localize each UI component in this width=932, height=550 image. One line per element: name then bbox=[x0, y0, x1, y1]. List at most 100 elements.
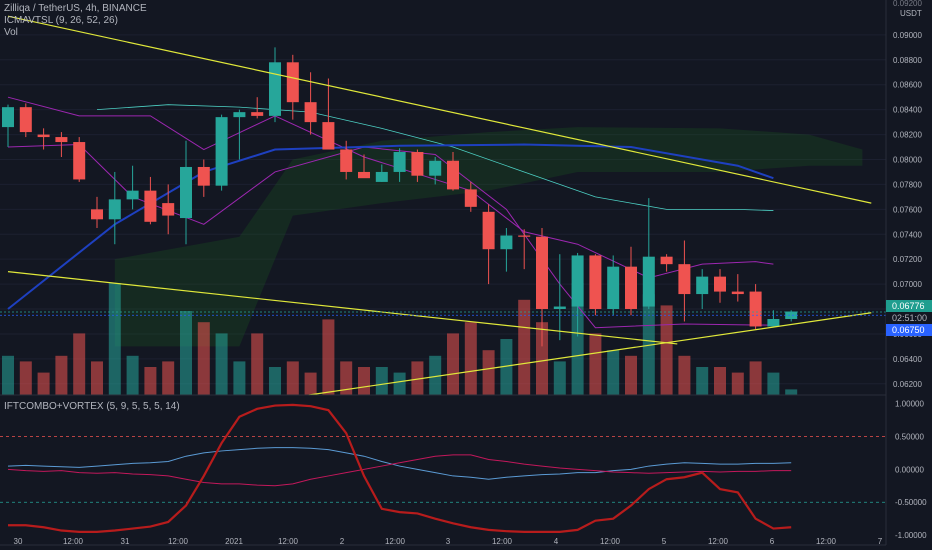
band-line-c bbox=[96, 104, 774, 211]
volume-bar bbox=[447, 333, 459, 395]
trendlines[interactable] bbox=[7, 15, 872, 396]
candle-body bbox=[304, 102, 317, 123]
candle-body bbox=[589, 255, 602, 310]
time-tick-label: 30 bbox=[14, 537, 23, 546]
volume-bar bbox=[411, 361, 424, 395]
osc-tick-label: 0.00000 bbox=[895, 465, 924, 474]
volume-bar bbox=[571, 283, 584, 395]
volume-bar bbox=[233, 361, 246, 395]
volume-bar bbox=[660, 305, 673, 395]
time-tick-label: 4 bbox=[554, 537, 559, 546]
candle-body bbox=[55, 137, 68, 143]
low-price-badge: 0.06750 bbox=[892, 325, 925, 335]
volume-bar bbox=[144, 367, 157, 395]
time-tick-label: 12:00 bbox=[385, 537, 406, 546]
vortex-negative-line bbox=[7, 454, 792, 487]
volume-bar bbox=[393, 372, 406, 395]
osc-tick-label: -1.00000 bbox=[895, 531, 927, 540]
time-tick-label: 12:00 bbox=[600, 537, 621, 546]
volume-bar bbox=[126, 355, 139, 395]
volume-bar bbox=[37, 372, 50, 395]
volume-bar bbox=[589, 333, 602, 395]
candle-body bbox=[251, 112, 264, 116]
candle-body bbox=[162, 203, 175, 216]
volume-bar bbox=[215, 333, 228, 395]
candle-body bbox=[678, 264, 691, 295]
cloud-area bbox=[114, 127, 863, 347]
price-tick-label: 0.08200 bbox=[893, 131, 922, 140]
candle-body bbox=[482, 211, 495, 250]
time-tick-label: 12:00 bbox=[816, 537, 837, 546]
candle-body bbox=[108, 199, 121, 220]
candle-body bbox=[749, 291, 762, 327]
price-tick-label: 0.06400 bbox=[893, 355, 922, 364]
candlesticks[interactable] bbox=[2, 47, 798, 347]
candle-body bbox=[464, 189, 477, 207]
time-tick-label: 3 bbox=[446, 537, 451, 546]
volume-bar bbox=[464, 322, 477, 395]
price-axis-top-tick: 0.09200 bbox=[893, 0, 922, 8]
volume-bar bbox=[180, 311, 192, 395]
candle-body bbox=[286, 62, 299, 103]
indicator-icmavtsl-label[interactable]: ICMAVTSL (9, 26, 52, 26) bbox=[4, 15, 118, 26]
time-tick-label: 5 bbox=[662, 537, 667, 546]
candle-body bbox=[269, 62, 281, 116]
volume-bar bbox=[91, 361, 103, 395]
price-tick-label: 0.07000 bbox=[893, 280, 922, 289]
volume-bar bbox=[19, 361, 32, 395]
volume-bar bbox=[429, 355, 442, 395]
candle-body bbox=[37, 134, 50, 138]
candle-body bbox=[2, 107, 14, 128]
volume-bar bbox=[500, 339, 513, 395]
candle-body bbox=[358, 171, 370, 179]
time-tick-label: 7 bbox=[878, 537, 883, 546]
candle-body bbox=[571, 255, 584, 307]
price-tick-label: 0.08000 bbox=[893, 155, 922, 164]
candle-body bbox=[553, 306, 566, 310]
currency-label: USDT bbox=[900, 9, 922, 18]
volume-bar bbox=[607, 350, 620, 395]
volume-bar bbox=[108, 283, 121, 395]
volume-bar bbox=[536, 322, 548, 395]
candle-body bbox=[393, 152, 406, 172]
volume-bar bbox=[714, 367, 726, 395]
candle-body bbox=[607, 266, 620, 310]
candle-body bbox=[322, 122, 335, 150]
ift-line bbox=[8, 403, 792, 533]
candle-body bbox=[518, 235, 531, 237]
candle-body bbox=[180, 166, 192, 219]
volume-bar bbox=[731, 372, 744, 395]
time-tick-label: 12:00 bbox=[492, 537, 513, 546]
volume-bar bbox=[642, 294, 655, 395]
volume-bar bbox=[2, 355, 14, 395]
volume-bar bbox=[696, 367, 709, 395]
candle-body bbox=[429, 160, 442, 176]
oscillator-axis[interactable]: 1.00000 0.50000 0.00000 -0.50000 -1.00000 bbox=[895, 400, 927, 541]
volume-bar bbox=[197, 322, 210, 395]
price-tick-label: 0.08800 bbox=[893, 56, 922, 65]
indicator-volume-label[interactable]: Vol bbox=[4, 27, 18, 38]
candle-body bbox=[767, 318, 780, 327]
candle-body bbox=[714, 276, 726, 292]
symbol-title: Zilliqa / TetherUS, 4h, BINANCE bbox=[4, 3, 147, 14]
indicator-iftcombo-label[interactable]: IFTCOMBO+VORTEX (5, 9, 5, 5, 5, 14) bbox=[4, 401, 180, 412]
candle-body bbox=[696, 276, 709, 295]
candle-body bbox=[536, 236, 548, 310]
oscillator-pane bbox=[0, 403, 886, 533]
price-tick-label: 0.08600 bbox=[893, 81, 922, 90]
candle-body bbox=[785, 311, 798, 319]
candle-body bbox=[340, 149, 353, 172]
candle-body bbox=[73, 142, 86, 180]
price-badges: 0.06776 02:51:00 0.06750 bbox=[886, 300, 932, 336]
trendline bbox=[7, 15, 872, 204]
volume-bar bbox=[358, 367, 370, 395]
time-axis[interactable]: 30 12:00 31 12:00 2021 12:00 2 12:00 3 12:00 4 12:0… bbox=[14, 537, 883, 546]
osc-tick-label: 1.00000 bbox=[895, 400, 924, 409]
trendline bbox=[308, 312, 872, 396]
time-tick-label: 12:00 bbox=[63, 537, 84, 546]
volume-bar bbox=[749, 361, 762, 395]
price-tick-label: 0.07200 bbox=[893, 255, 922, 264]
time-tick-label: 12:00 bbox=[708, 537, 729, 546]
price-tick-label: 0.06200 bbox=[893, 380, 922, 389]
